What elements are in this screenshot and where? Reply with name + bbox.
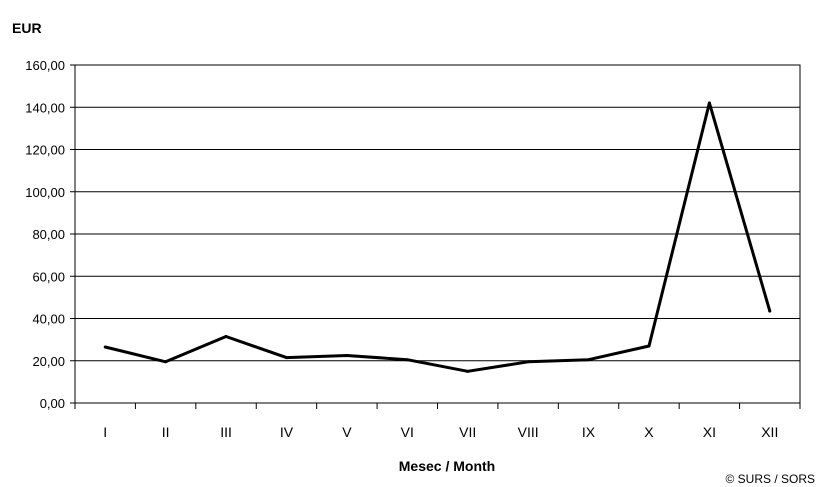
data-point — [103, 345, 107, 349]
y-tick-label: 140,00 — [25, 100, 65, 115]
gridlines — [75, 106, 800, 362]
y-tick-label: 40,00 — [32, 312, 65, 327]
source-credit: © SURS / SORS — [725, 472, 815, 486]
y-tick-label: 120,00 — [25, 143, 65, 158]
x-tick-label: XII — [761, 424, 778, 440]
x-tick-label: V — [342, 424, 352, 440]
y-tick-label: 160,00 — [25, 58, 65, 73]
x-tick-label: I — [103, 424, 107, 440]
y-tick-label: 0,00 — [40, 396, 65, 411]
y-axis-unit-label: EUR — [12, 20, 42, 36]
data-point — [224, 334, 228, 338]
data-point — [647, 344, 651, 348]
data-point — [164, 360, 168, 364]
y-axis-ticks: 0,00 20,00 40,00 60,00 80,00 100,00 120,00 140,… — [25, 58, 75, 411]
x-axis-ticks: I II III IV V VI VII VIII IX X XI XII — [74, 403, 801, 440]
x-tick-label: XI — [703, 424, 716, 440]
x-tick-label: VIII — [518, 424, 539, 440]
data-point — [405, 358, 409, 362]
y-tick-label: 80,00 — [32, 227, 65, 242]
data-point — [284, 356, 288, 360]
x-tick-label: III — [220, 424, 232, 440]
x-tick-label: VI — [401, 424, 414, 440]
data-point — [526, 360, 530, 364]
y-tick-label: 60,00 — [32, 269, 65, 284]
x-tick-label: X — [644, 424, 654, 440]
y-tick-label: 100,00 — [25, 185, 65, 200]
series-group — [103, 101, 772, 373]
data-point — [707, 101, 711, 105]
x-tick-label: VII — [459, 424, 476, 440]
data-point — [587, 358, 591, 362]
series-line — [104, 101, 772, 373]
data-point — [345, 353, 349, 357]
data-point — [768, 309, 772, 313]
x-tick-label: IV — [280, 424, 294, 440]
y-tick-label: 20,00 — [32, 354, 65, 369]
x-tick-label: II — [162, 424, 170, 440]
x-tick-label: IX — [582, 424, 596, 440]
data-point — [466, 369, 470, 373]
x-axis-title: Mesec / Month — [399, 458, 495, 474]
